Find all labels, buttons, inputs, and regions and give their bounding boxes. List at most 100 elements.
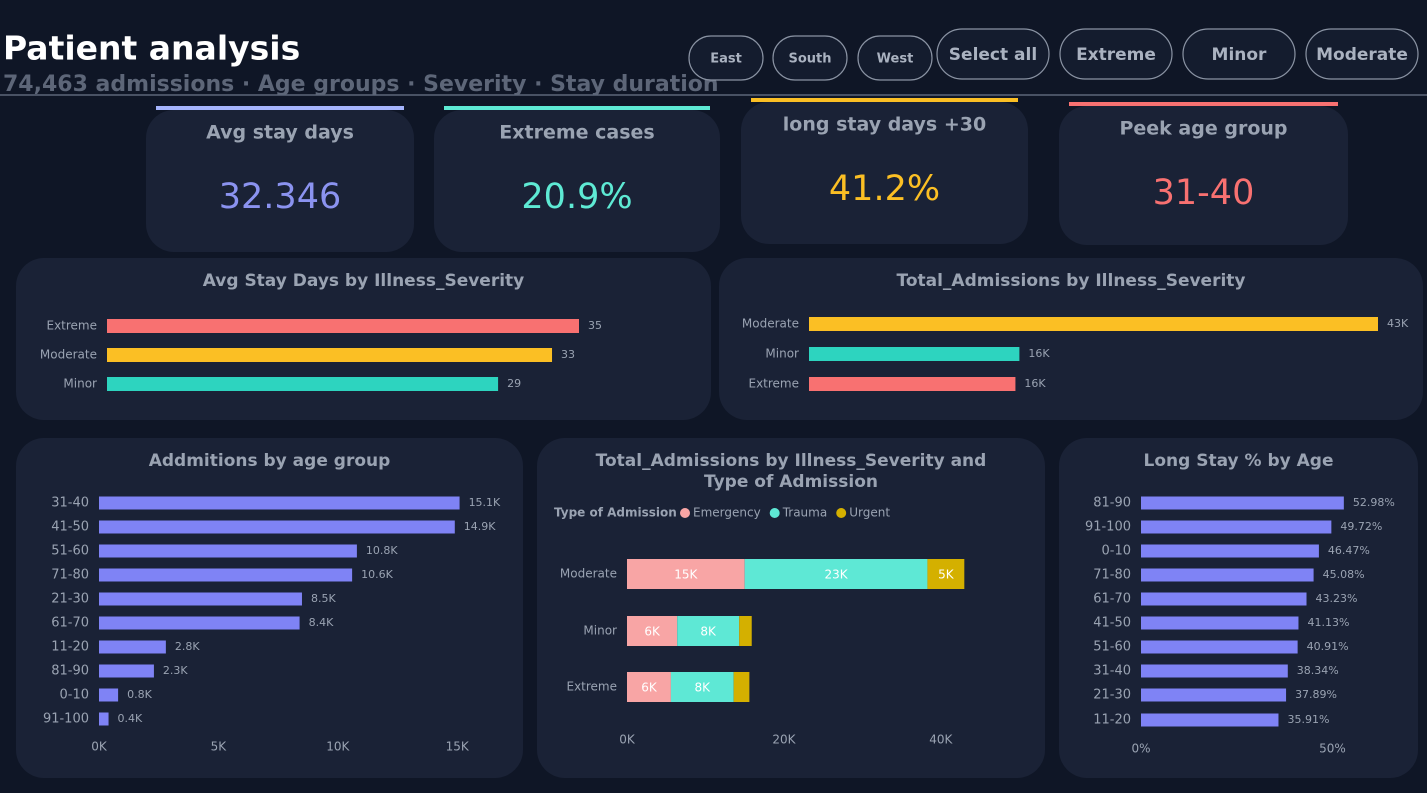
filter-label[interactable]: Minor	[1212, 45, 1268, 65]
x-tick-label: 40K	[929, 733, 953, 747]
kpi-value: 31-40	[1153, 173, 1255, 213]
data-label: 0.4K	[118, 712, 143, 725]
data-label: 35.91%	[1287, 713, 1329, 726]
x-tick-label: 0K	[91, 740, 108, 754]
bar	[1141, 592, 1307, 606]
y-tick-label: 51-60	[1093, 640, 1131, 655]
bar-segment	[927, 559, 965, 589]
filter-button[interactable]	[857, 35, 933, 81]
bar	[809, 347, 1020, 361]
bar	[107, 377, 499, 391]
bar	[1141, 616, 1299, 630]
filter-label[interactable]: East	[710, 52, 742, 67]
kpi-label: Extreme cases	[499, 122, 654, 144]
bar	[99, 688, 119, 702]
data-label: 8K	[695, 681, 712, 695]
y-tick-label: Moderate	[742, 317, 799, 331]
bar-segment	[627, 616, 678, 646]
y-tick-label: 61-70	[1093, 592, 1131, 607]
chart-title: Total_Admissions by Illness_Severity	[896, 271, 1246, 291]
bar	[1141, 640, 1298, 654]
data-label: 35	[588, 319, 602, 332]
data-label: 2.3K	[163, 664, 188, 677]
bar	[99, 592, 302, 606]
x-tick-label: 10K	[326, 740, 350, 754]
bar	[1141, 713, 1279, 727]
chart-title: Addmitions by age group	[148, 451, 391, 471]
kpi-accent	[751, 98, 1018, 102]
y-tick-label: 41-50	[1093, 616, 1131, 631]
y-tick-label: 11-20	[1093, 713, 1131, 728]
bar-segment	[739, 616, 752, 646]
data-label: 16K	[1024, 377, 1046, 390]
y-tick-label: 71-80	[51, 568, 89, 583]
data-label: 6K	[644, 625, 661, 639]
data-label: 29	[507, 377, 521, 390]
y-tick-label: 71-80	[1093, 568, 1131, 583]
data-label: 45.08%	[1323, 568, 1365, 581]
chart-title: Total_Admissions by Illness_Severity and…	[595, 451, 987, 492]
data-label: 2.8K	[175, 640, 200, 653]
kpi-card	[1059, 106, 1348, 245]
y-tick-label: 81-90	[1093, 496, 1131, 511]
kpi-label: Peek age group	[1119, 118, 1287, 140]
filter-button[interactable]	[1305, 28, 1419, 80]
y-tick-label: 91-100	[43, 712, 89, 727]
chart-title: Long Stay % by Age	[1143, 451, 1334, 471]
data-label: 14.9K	[464, 520, 496, 533]
data-label: 52.98%	[1353, 496, 1395, 509]
y-tick-label: 31-40	[1093, 664, 1131, 679]
legend-title: Type of Admission	[554, 506, 677, 520]
bar	[99, 568, 353, 582]
bar	[99, 520, 455, 534]
filter-button[interactable]	[688, 35, 764, 81]
kpi-card	[741, 102, 1028, 244]
filter-label[interactable]: Moderate	[1316, 45, 1408, 65]
y-tick-label: Moderate	[560, 567, 617, 581]
y-tick-label: 81-90	[51, 664, 89, 679]
data-label: 49.72%	[1340, 520, 1382, 533]
data-label: 33	[561, 348, 575, 361]
y-tick-label: 0-10	[59, 688, 89, 703]
legend-label: Urgent	[849, 506, 890, 520]
data-label: 5K	[938, 568, 955, 582]
bar	[99, 616, 300, 630]
kpi-accent	[156, 106, 404, 110]
page-title: Patient analysis	[3, 29, 300, 68]
data-label: 10.8K	[366, 544, 398, 557]
filter-label[interactable]: West	[877, 52, 914, 67]
x-tick-label: 50%	[1319, 742, 1346, 756]
y-tick-label: 51-60	[51, 544, 89, 559]
bar-segment	[744, 559, 928, 589]
kpi-value: 41.2%	[829, 169, 940, 209]
y-tick-label: Minor	[765, 347, 799, 361]
y-tick-label: Extreme	[46, 319, 97, 333]
bar-segment	[677, 616, 740, 646]
legend-swatch	[769, 508, 780, 518]
kpi-card	[146, 110, 414, 252]
filter-button[interactable]	[936, 28, 1050, 80]
y-tick-label: Extreme	[748, 377, 799, 391]
data-label: 40.91%	[1307, 640, 1349, 653]
bar-segment	[627, 672, 671, 702]
y-tick-label: 21-30	[51, 592, 89, 607]
x-tick-label: 15K	[446, 740, 470, 754]
filter-label[interactable]: South	[788, 52, 831, 67]
filter-button[interactable]	[1182, 28, 1296, 80]
kpi-accent	[1069, 102, 1338, 106]
filter-label[interactable]: Select all	[949, 45, 1037, 65]
bar	[99, 712, 109, 726]
filter-label[interactable]: Extreme	[1076, 45, 1156, 65]
y-tick-label: 91-100	[1085, 520, 1131, 535]
data-label: 23K	[824, 568, 848, 582]
kpi-card	[434, 110, 720, 252]
filter-button[interactable]	[1059, 28, 1173, 80]
bar	[1141, 568, 1314, 582]
y-tick-label: 21-30	[1093, 688, 1131, 703]
legend-label: Emergency	[693, 506, 761, 520]
filter-button[interactable]	[772, 35, 848, 81]
kpi-accent	[444, 106, 710, 110]
bar	[99, 664, 154, 678]
